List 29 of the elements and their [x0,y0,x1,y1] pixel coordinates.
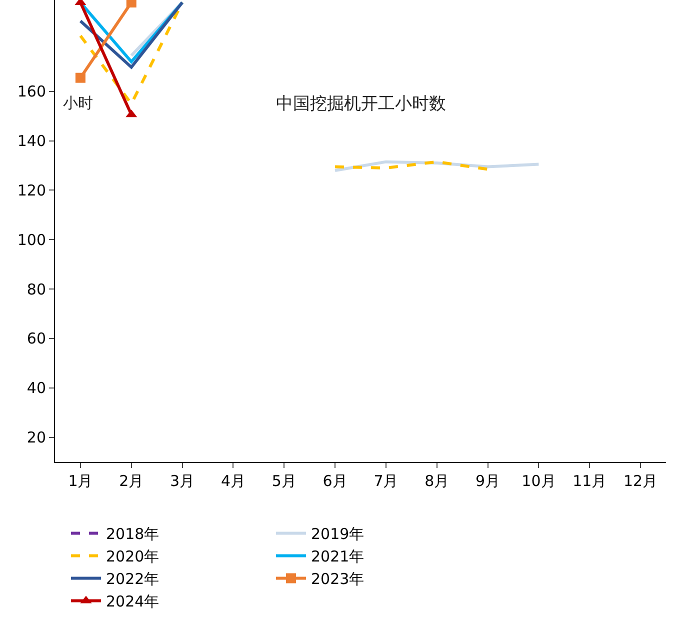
x-tick-label: 5月 [272,472,296,490]
x-tick-label: 11月 [572,472,607,490]
x-tick-label: 9月 [476,472,500,490]
x-tick-label: 3月 [170,472,195,490]
y-tick-label: 120 [17,181,46,200]
y-tick-label: 60 [26,330,46,348]
legend-label: 2024年 [106,592,160,611]
legend-label: 2023年 [311,570,364,588]
x-tick-label: 7月 [374,472,398,490]
y-tick-label: 100 [17,230,46,249]
y-tick-label: 80 [26,280,46,298]
y-tick-label: 140 [17,132,46,150]
legend-label: 2019年 [311,525,364,544]
x-tick-label: 1月 [68,472,93,490]
text: 中国挖掘机开工小时数 [276,94,446,114]
x-tick-label: 8月 [424,472,450,490]
y-axis-title: 小时 [63,94,93,112]
x-tick-label: 12月 [623,472,658,490]
y-tick-label: 20 [26,428,46,447]
x-tick-label: 4月 [220,472,246,490]
y-tick-label: 160 [17,82,46,101]
legend-label: 2020年 [106,548,160,566]
legend-label: 2022年 [106,570,160,588]
legend-label: 2018年 [106,525,160,544]
x-tick-label: 2月 [119,472,144,490]
x-tick-label: 6月 [322,472,348,490]
y-tick-label: 40 [26,379,46,398]
legend-label: 2021年 [311,548,364,566]
x-tick-label: 10月 [522,472,556,490]
